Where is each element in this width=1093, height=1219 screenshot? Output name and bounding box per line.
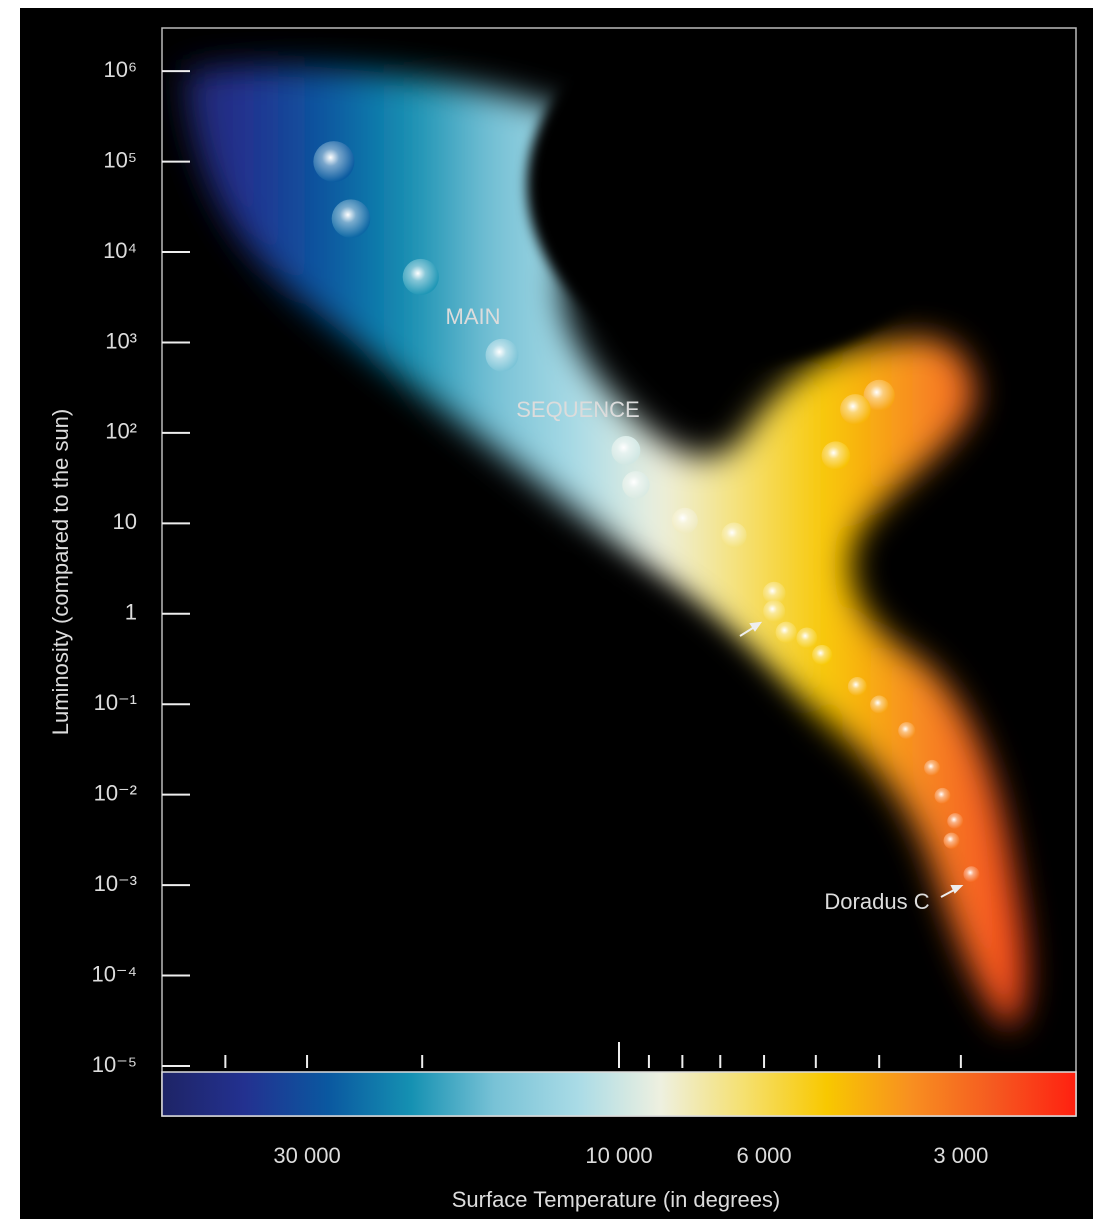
band <box>162 28 1026 1060</box>
star-highlight <box>924 759 941 776</box>
y-tick-label: 10⁴ <box>103 238 137 263</box>
y-tick-label: 10³ <box>105 328 137 353</box>
star-highlight <box>622 471 650 499</box>
star-highlight <box>947 813 964 830</box>
y-tick-label: 10⁻² <box>94 780 137 805</box>
star-highlight <box>963 866 980 883</box>
star-highlight <box>870 695 889 714</box>
y-tick-label: 10⁻⁵ <box>92 1052 137 1077</box>
star-highlight <box>671 507 698 534</box>
star-highlight <box>934 787 951 804</box>
star-highlight <box>763 600 786 623</box>
star-highlight <box>762 581 786 605</box>
y-tick-label: 1 <box>125 600 137 625</box>
y-tick-label: 10⁻³ <box>94 871 137 896</box>
star-highlight <box>840 394 871 425</box>
annotation: Doradus C <box>824 889 929 914</box>
mask <box>162 540 800 1060</box>
y-tick-label: 10² <box>105 419 137 444</box>
star-highlight <box>331 199 371 238</box>
x-axis-label: Surface Temperature (in degrees) <box>452 1187 781 1212</box>
x-tick-label: 30 000 <box>273 1143 340 1168</box>
annotation: MAIN <box>446 304 501 329</box>
star-highlight <box>402 258 439 296</box>
mask <box>527 28 963 363</box>
y-tick-label: 10⁵ <box>103 147 137 172</box>
star-highlight <box>775 621 797 643</box>
arrow-head <box>749 621 763 632</box>
star-highlight <box>943 832 960 849</box>
star-highlight <box>721 522 747 548</box>
star-highlight <box>812 644 833 666</box>
star-highlight <box>821 441 851 471</box>
star-highlight <box>847 677 867 696</box>
y-axis-label: Luminosity (compared to the sun) <box>48 409 73 736</box>
sequence-band <box>185 65 1026 1030</box>
y-tick-label: 10 <box>113 509 137 534</box>
star-highlight <box>313 141 355 183</box>
star-highlight <box>611 436 641 465</box>
colorbar <box>161 1071 1077 1117</box>
x-tick-label: 3 000 <box>933 1143 988 1168</box>
star-highlight <box>485 338 519 372</box>
arrow-head <box>950 885 964 894</box>
stars <box>313 141 980 883</box>
star-highlight <box>796 627 818 649</box>
x-tick-label: 10 000 <box>585 1143 652 1168</box>
star-highlight <box>863 379 895 411</box>
arrows <box>739 621 964 898</box>
x-tick-label: 6 000 <box>737 1143 792 1168</box>
y-tick-label: 10⁶ <box>103 57 137 82</box>
annotation: SEQUENCE <box>516 397 639 422</box>
y-tick-label: 10⁻¹ <box>94 690 137 715</box>
star-highlight <box>898 722 916 740</box>
y-tick-label: 10⁻⁴ <box>91 961 137 986</box>
